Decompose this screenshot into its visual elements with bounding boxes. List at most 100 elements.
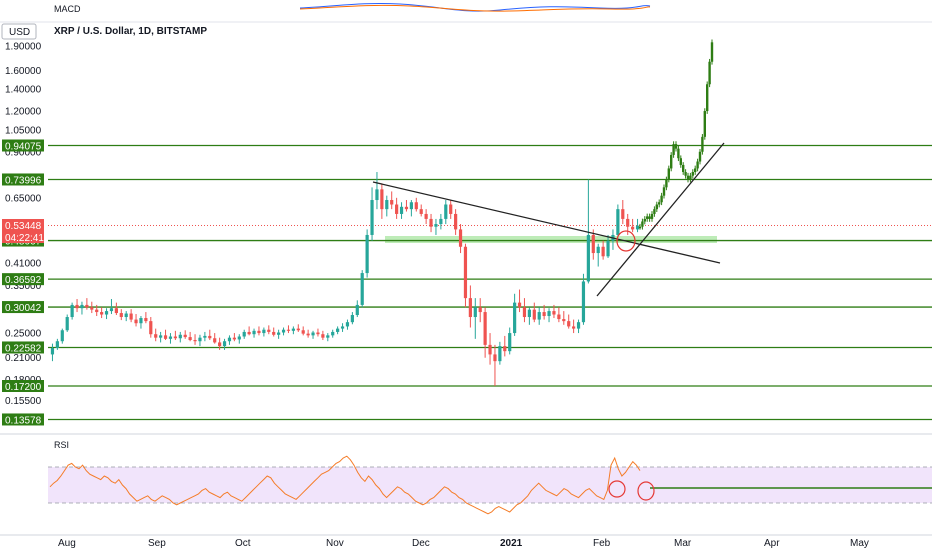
candle xyxy=(173,330,177,341)
candle xyxy=(606,234,610,258)
candle xyxy=(237,334,241,344)
candle xyxy=(522,298,527,323)
candle xyxy=(129,309,133,323)
level-label xyxy=(2,380,44,392)
candle xyxy=(572,319,576,334)
candle xyxy=(168,333,173,344)
candle xyxy=(149,317,153,338)
candle xyxy=(478,298,482,323)
candle xyxy=(581,273,586,325)
candle xyxy=(311,330,315,339)
candle xyxy=(104,308,109,320)
rsi-circle-marker-1[interactable] xyxy=(608,480,626,498)
projection-candle xyxy=(665,176,668,191)
x-tick-label: May xyxy=(850,538,869,549)
breakout-circle-marker[interactable] xyxy=(616,230,636,252)
projection-candle xyxy=(682,162,685,175)
y-tick-label: 0.65000 xyxy=(5,193,42,204)
candle xyxy=(483,307,487,358)
chart-title: XRP / U.S. Dollar, 1D, BITSTAMP xyxy=(54,26,207,37)
projection-candle xyxy=(710,39,714,65)
y-tick-label: 0.25000 xyxy=(5,329,42,340)
candle xyxy=(301,326,305,336)
candle xyxy=(414,197,418,212)
y-tick-label: 0.90000 xyxy=(5,147,42,158)
candle xyxy=(55,338,59,350)
macd-signal-line xyxy=(299,4,651,12)
candle xyxy=(576,319,581,334)
candle xyxy=(542,304,546,320)
level-label xyxy=(2,173,44,186)
projection-candle xyxy=(655,201,658,213)
candle xyxy=(562,311,566,325)
support-zone[interactable] xyxy=(385,236,717,243)
candle xyxy=(306,329,310,338)
time-axis[interactable]: Aug Sep Oct Nov Dec 2021 Feb Mar Apr May xyxy=(58,538,869,549)
candle xyxy=(429,213,433,233)
candle xyxy=(193,334,197,345)
candle xyxy=(114,302,118,316)
level-label xyxy=(2,139,44,152)
candle xyxy=(454,209,458,235)
candle xyxy=(252,328,256,338)
candle xyxy=(419,204,423,217)
candle xyxy=(188,331,192,342)
countdown-label xyxy=(2,231,44,243)
projection-candle xyxy=(643,216,646,225)
rsi-circle-marker-2[interactable] xyxy=(637,481,655,501)
projection-candle xyxy=(686,172,690,183)
candle xyxy=(213,333,217,344)
current-price-label xyxy=(2,219,44,231)
candle xyxy=(557,307,561,323)
price-levels: 0.940750.739960.480670.365920.300420.225… xyxy=(2,139,932,426)
candle xyxy=(596,243,600,267)
candle xyxy=(208,329,212,341)
y-tick-label: 0.35000 xyxy=(5,281,42,292)
candle xyxy=(498,341,502,365)
macd-line xyxy=(299,2,651,12)
level-label-text: 0.22582 xyxy=(5,343,42,354)
candle xyxy=(70,302,74,320)
x-tick-label: Dec xyxy=(412,538,430,549)
currency-badge[interactable] xyxy=(1,23,37,40)
candle xyxy=(355,300,359,318)
projection-candle xyxy=(653,206,656,217)
macd-label: MACD xyxy=(54,4,81,14)
candle xyxy=(380,183,384,219)
candle xyxy=(336,326,340,335)
projection-candle xyxy=(691,169,694,179)
y-tick-label: 1.05000 xyxy=(5,125,42,136)
x-tick-label: 2021 xyxy=(500,538,523,549)
candle xyxy=(488,333,492,365)
projection-candle xyxy=(650,211,654,222)
projection-candle xyxy=(662,184,666,199)
candle xyxy=(267,325,271,335)
candle xyxy=(463,243,468,308)
projection-candle xyxy=(696,158,699,172)
candle xyxy=(218,337,222,350)
projection-candle xyxy=(689,172,692,183)
currency-badge-label: USD xyxy=(9,27,30,38)
ascending-trendline[interactable] xyxy=(596,142,725,297)
candle xyxy=(611,229,615,250)
candle xyxy=(75,299,79,313)
level-label-text: 0.36592 xyxy=(5,275,42,286)
candle xyxy=(493,344,497,386)
candle xyxy=(552,304,556,319)
x-tick-label: Feb xyxy=(593,538,611,549)
level-label-text: 0.13578 xyxy=(5,415,42,426)
candle xyxy=(331,329,335,338)
candle xyxy=(345,319,350,330)
candle xyxy=(119,309,123,321)
level-label xyxy=(2,301,44,314)
descending-trendline[interactable] xyxy=(372,181,721,264)
projection-candle xyxy=(638,223,642,230)
candle xyxy=(503,335,507,357)
projection-candle xyxy=(684,169,687,179)
candle xyxy=(508,327,512,355)
candle xyxy=(616,204,620,238)
candle xyxy=(350,312,354,325)
candle xyxy=(65,314,69,332)
x-tick-label: Sep xyxy=(148,538,166,549)
